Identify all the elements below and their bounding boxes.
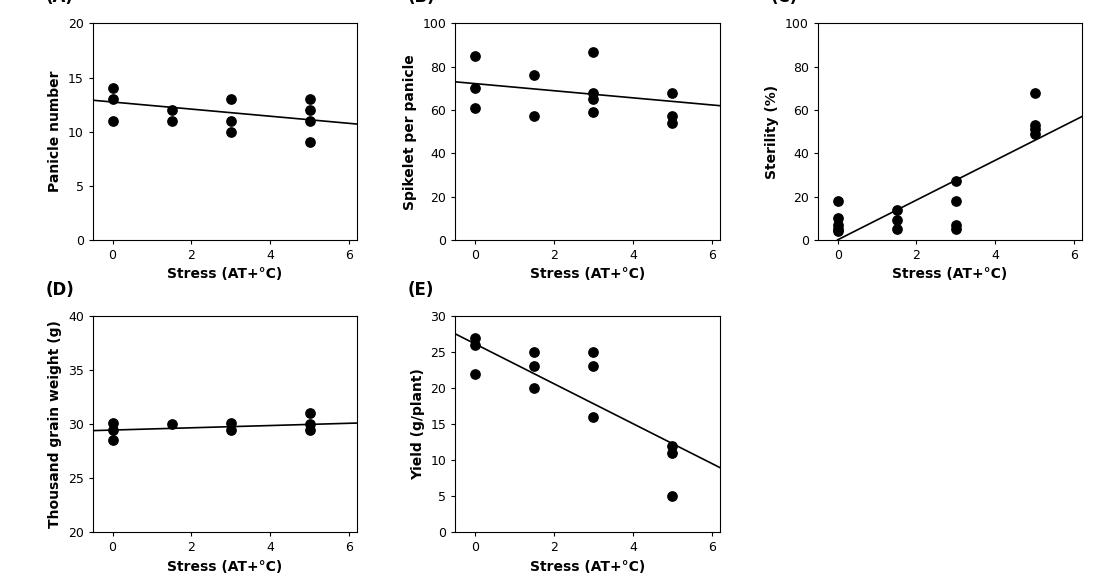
- Point: [301, 105, 318, 115]
- Text: (A): (A): [45, 0, 73, 6]
- Y-axis label: Panicle number: Panicle number: [48, 71, 62, 192]
- Point: [585, 347, 602, 357]
- Point: [828, 225, 846, 234]
- X-axis label: Stress (AT+°C): Stress (AT+°C): [530, 267, 645, 281]
- Point: [663, 88, 681, 97]
- Point: [888, 205, 905, 214]
- Point: [828, 220, 846, 229]
- Text: (B): (B): [408, 0, 435, 6]
- Point: [888, 216, 905, 225]
- Point: [467, 340, 484, 349]
- Point: [1026, 129, 1044, 139]
- Point: [222, 418, 239, 428]
- Point: [467, 51, 484, 61]
- Point: [163, 419, 180, 429]
- Point: [104, 94, 121, 104]
- Point: [104, 425, 121, 434]
- X-axis label: Stress (AT+°C): Stress (AT+°C): [530, 560, 645, 574]
- Point: [222, 116, 239, 126]
- Text: (D): (D): [45, 281, 74, 298]
- Point: [467, 333, 484, 342]
- Point: [1026, 88, 1044, 97]
- Point: [467, 369, 484, 378]
- Point: [301, 419, 318, 429]
- Point: [222, 127, 239, 136]
- Point: [663, 112, 681, 121]
- Point: [526, 383, 543, 393]
- Y-axis label: Spikelet per panicle: Spikelet per panicle: [403, 54, 416, 209]
- Point: [163, 105, 180, 115]
- Point: [948, 225, 965, 234]
- Y-axis label: Yield (g/plant): Yield (g/plant): [411, 368, 425, 480]
- Text: (E): (E): [408, 281, 434, 298]
- X-axis label: Stress (AT+°C): Stress (AT+°C): [892, 267, 1008, 281]
- Point: [163, 116, 180, 126]
- Point: [301, 116, 318, 126]
- Point: [467, 84, 484, 93]
- Point: [222, 94, 239, 104]
- Point: [828, 214, 846, 223]
- Y-axis label: Thousand grain weight (g): Thousand grain weight (g): [48, 320, 62, 528]
- Point: [663, 491, 681, 501]
- Point: [585, 362, 602, 371]
- X-axis label: Stress (AT+°C): Stress (AT+°C): [167, 267, 283, 281]
- Point: [948, 177, 965, 186]
- Point: [104, 436, 121, 445]
- Point: [104, 418, 121, 428]
- Point: [888, 225, 905, 234]
- Point: [585, 412, 602, 422]
- Point: [585, 108, 602, 117]
- Point: [585, 88, 602, 97]
- X-axis label: Stress (AT+°C): Stress (AT+°C): [167, 560, 283, 574]
- Point: [828, 226, 846, 236]
- Text: (C): (C): [771, 0, 798, 6]
- Point: [663, 448, 681, 457]
- Point: [663, 118, 681, 128]
- Point: [526, 71, 543, 80]
- Y-axis label: Sterility (%): Sterility (%): [765, 85, 779, 178]
- Point: [585, 47, 602, 56]
- Point: [301, 425, 318, 434]
- Point: [585, 95, 602, 104]
- Point: [948, 196, 965, 205]
- Point: [301, 94, 318, 104]
- Point: [104, 116, 121, 126]
- Point: [301, 137, 318, 147]
- Point: [663, 441, 681, 450]
- Point: [301, 408, 318, 418]
- Point: [828, 196, 846, 205]
- Point: [526, 112, 543, 121]
- Point: [526, 362, 543, 371]
- Point: [1026, 121, 1044, 130]
- Point: [467, 103, 484, 112]
- Point: [526, 347, 543, 357]
- Point: [948, 220, 965, 229]
- Point: [1026, 125, 1044, 134]
- Point: [222, 425, 239, 434]
- Point: [104, 84, 121, 93]
